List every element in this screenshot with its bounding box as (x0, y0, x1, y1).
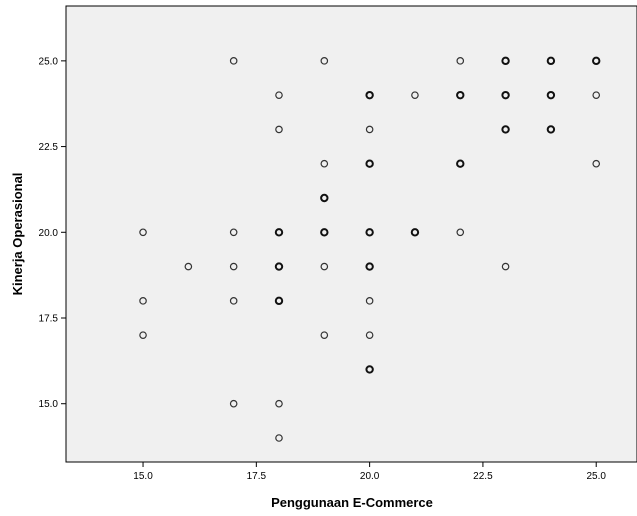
data-point-26 (365, 228, 374, 237)
data-point-24 (274, 228, 284, 237)
data-point-43 (229, 399, 238, 408)
data-point-11 (546, 90, 556, 100)
data-point-42 (365, 365, 374, 374)
data-point-19 (456, 159, 465, 168)
y-tick-label-1: 17.5 (39, 314, 59, 325)
data-points (139, 56, 601, 442)
axes: 15.0 17.5 20.0 22.5 25.0 15.0 17.5 20.0 22.5 25.0 (39, 56, 607, 482)
data-point-40 (320, 331, 329, 339)
data-point-31 (274, 262, 284, 271)
data-point-23 (229, 228, 238, 237)
data-point-20 (592, 159, 601, 168)
data-point-45 (275, 434, 283, 442)
y-tick-label-3: 22.5 (39, 142, 59, 153)
data-point-29 (184, 262, 193, 271)
data-point-14 (365, 125, 374, 134)
data-point-30 (229, 262, 238, 271)
data-point-5 (592, 56, 601, 66)
data-point-7 (365, 90, 374, 100)
data-point-33 (365, 262, 374, 271)
data-point-38 (365, 297, 374, 305)
data-point-12 (592, 91, 601, 99)
data-point-28 (456, 228, 465, 237)
x-axis-title: Penggunaan E-Commerce (271, 495, 433, 510)
plot-area (65, 5, 637, 463)
data-point-3 (501, 56, 510, 66)
y-tick-label-2: 20.0 (39, 228, 59, 239)
data-point-1 (320, 57, 329, 65)
x-tick-label-3: 22.5 (473, 471, 493, 482)
data-point-44 (275, 399, 283, 408)
data-point-15 (501, 125, 510, 134)
data-point-37 (274, 296, 284, 306)
data-point-34 (501, 262, 510, 271)
data-point-17 (320, 159, 329, 168)
data-point-25 (320, 228, 329, 237)
data-point-4 (546, 56, 556, 66)
x-tick-label-4: 25.0 (586, 471, 606, 482)
data-point-10 (501, 90, 510, 100)
data-point-18 (365, 159, 374, 168)
data-point-16 (546, 125, 556, 134)
data-point-0 (229, 57, 238, 65)
data-point-22 (139, 228, 147, 237)
data-point-35 (139, 297, 147, 305)
x-tick-label-0: 15.0 (133, 471, 153, 482)
data-point-9 (456, 90, 465, 100)
data-point-8 (411, 91, 419, 99)
x-tick-label-1: 17.5 (247, 471, 267, 482)
data-point-27 (410, 228, 420, 237)
data-point-6 (275, 91, 283, 99)
data-point-32 (320, 262, 329, 271)
y-tick-label-4: 25.0 (39, 56, 59, 67)
data-point-41 (365, 331, 374, 339)
data-point-13 (275, 125, 283, 134)
y-tick-label-0: 15.0 (39, 399, 59, 410)
data-point-2 (456, 57, 465, 65)
y-axis-title: Kinerja Operasional (10, 173, 25, 296)
data-point-21 (320, 193, 329, 203)
data-point-36 (229, 297, 238, 305)
data-point-39 (139, 331, 147, 339)
x-tick-label-2: 20.0 (360, 471, 380, 482)
